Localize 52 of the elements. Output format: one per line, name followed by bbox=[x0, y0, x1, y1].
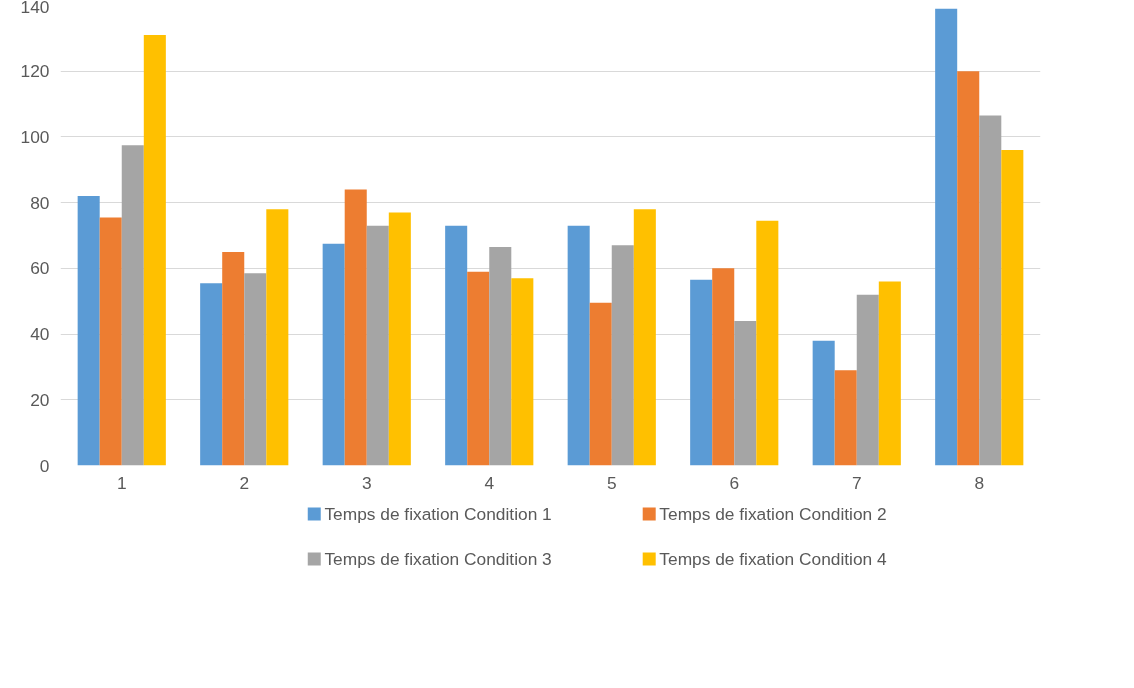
legend-label: Temps de fixation Condition 2 bbox=[659, 504, 887, 524]
x-tick-label: 5 bbox=[606, 472, 617, 493]
x-tick-label: 3 bbox=[361, 472, 372, 493]
bar bbox=[756, 220, 779, 466]
bar bbox=[834, 370, 857, 466]
legend-label: Temps de fixation Condition 4 bbox=[659, 549, 888, 569]
y-tick-label: 100 bbox=[20, 126, 50, 147]
bar bbox=[99, 217, 122, 466]
bar bbox=[633, 209, 656, 466]
y-tick-label: 0 bbox=[39, 455, 50, 476]
x-tick-label: 1 bbox=[116, 472, 127, 493]
bar bbox=[388, 212, 411, 466]
bar bbox=[266, 209, 289, 466]
legend-label: Temps de fixation Condition 1 bbox=[324, 504, 552, 524]
bar bbox=[344, 189, 367, 466]
x-tick-label: 4 bbox=[484, 472, 495, 493]
y-tick-label: 80 bbox=[30, 192, 50, 213]
bar bbox=[734, 320, 757, 466]
y-tick-label: 140 bbox=[20, 0, 50, 17]
bar bbox=[1001, 150, 1024, 466]
x-tick-label: 6 bbox=[729, 472, 740, 493]
bar bbox=[957, 71, 980, 466]
bar bbox=[143, 35, 166, 466]
bar bbox=[878, 281, 901, 466]
x-tick-label: 2 bbox=[239, 472, 250, 493]
x-tick-label: 7 bbox=[851, 472, 862, 493]
bar bbox=[567, 225, 590, 466]
bar bbox=[812, 340, 835, 466]
bar bbox=[200, 283, 223, 466]
bar bbox=[77, 196, 100, 466]
bar bbox=[489, 247, 512, 466]
bar bbox=[690, 279, 713, 466]
bar bbox=[322, 243, 345, 466]
legend-label: Temps de fixation Condition 3 bbox=[324, 549, 552, 569]
bar bbox=[366, 225, 389, 466]
y-tick-label: 120 bbox=[20, 61, 50, 82]
bar bbox=[467, 271, 490, 466]
y-tick-label: 40 bbox=[30, 324, 50, 345]
bar bbox=[244, 273, 267, 466]
bar bbox=[935, 8, 958, 466]
bar bbox=[511, 278, 534, 466]
y-tick-label: 20 bbox=[30, 389, 50, 410]
bar bbox=[856, 294, 879, 466]
bar bbox=[611, 245, 634, 466]
y-tick-label: 60 bbox=[30, 258, 50, 279]
x-tick-label: 8 bbox=[974, 472, 985, 493]
bar bbox=[121, 145, 144, 466]
bar bbox=[712, 268, 735, 466]
bar bbox=[979, 115, 1002, 466]
bar bbox=[445, 225, 468, 466]
bar bbox=[222, 251, 245, 466]
bar bbox=[589, 302, 612, 466]
